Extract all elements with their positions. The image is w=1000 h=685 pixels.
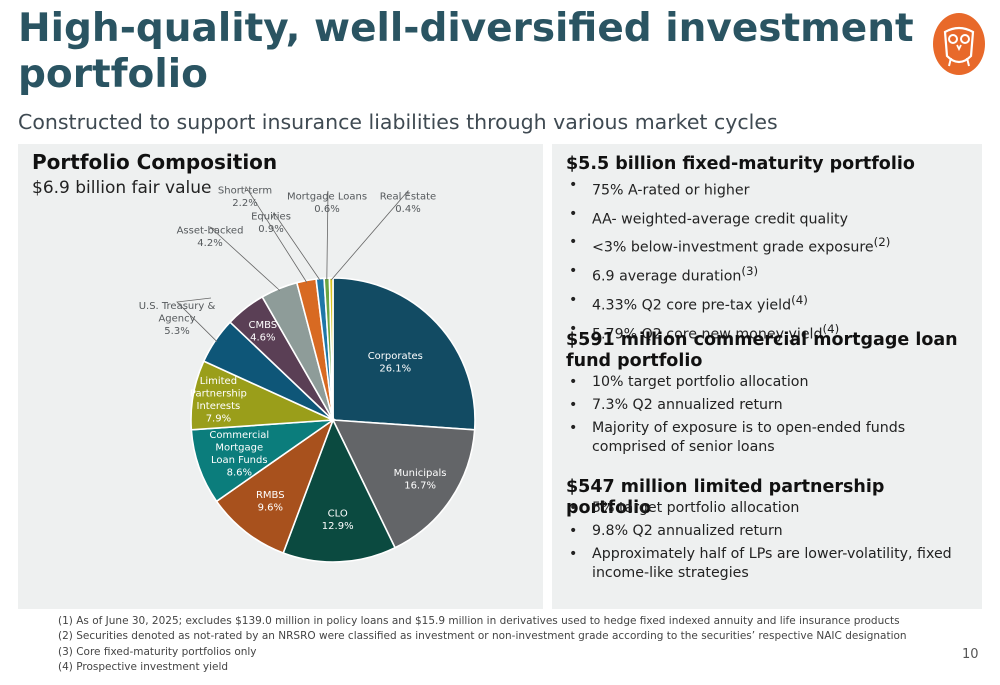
pie-slice-corporates xyxy=(332,277,476,431)
bullet-item: 5% target portfolio allocation xyxy=(566,499,971,518)
footnote-ref: (3) xyxy=(741,264,759,279)
leader-line-u-s-treasury-agency xyxy=(176,297,218,342)
composition-subtitle: $6.9 billion fair value xyxy=(32,178,212,198)
slice-label-asset-backed: Asset-backed 4.2% xyxy=(177,225,244,249)
slice-label-corporates: Corporates 26.1% xyxy=(368,351,423,375)
leader-line-mortgage-loans xyxy=(326,190,329,281)
footnote: (1) As of June 30, 2025; excludes $139.0… xyxy=(58,615,900,627)
pie-slice-municipals xyxy=(331,419,476,549)
fixed-maturity-bullets: 75% A-rated or higher AA- weighted-avera… xyxy=(566,176,971,348)
bullet-item: 75% A-rated or higher xyxy=(566,176,971,201)
leader-line-real-estate xyxy=(330,189,409,281)
slice-label-equities: Equities 0.9% xyxy=(251,211,291,235)
bullet-text: Majority of exposure is to open-ended fu… xyxy=(592,420,906,455)
bullet-item: Majority of exposure is to open-ended fu… xyxy=(566,419,971,457)
bullet-item: <3% below-investment grade exposure(2) xyxy=(566,233,971,258)
slice-label-real-estate: Real Estate 0.4% xyxy=(380,191,436,215)
slice-label-cmbs: CMBS 4.6% xyxy=(248,320,277,344)
commercial-mortgage-heading: $591 million commercial mortgage loan fu… xyxy=(566,330,958,371)
bullet-text: 6.9 average duration xyxy=(592,268,742,285)
slice-label-commercial-mortgage-loan-funds: Commercial Mortgage Loan Funds 8.6% xyxy=(209,430,269,479)
page-number: 10 xyxy=(962,647,979,662)
bullet-text: 5.79% Q2 core new money yield xyxy=(592,326,823,343)
owl-logo-icon xyxy=(933,13,985,75)
slice-label-clo: CLO 12.9% xyxy=(322,509,354,533)
slice-label-municipals: Municipals 16.7% xyxy=(394,468,447,492)
bullet-text: 9.8% Q2 annualized return xyxy=(592,523,783,539)
footnote-ref: (2) xyxy=(873,235,891,250)
leader-line-equities xyxy=(271,212,321,281)
limited-partnership-bullets: 5% target portfolio allocation 9.8% Q2 a… xyxy=(566,499,971,587)
leader-line-asset-backed xyxy=(209,226,281,291)
slice-label-u-s-treasury-agency: U.S. Treasury & Agency 5.3% xyxy=(139,301,216,337)
commercial-mortgage-bullets: 10% target portfolio allocation 7.3% Q2 … xyxy=(566,373,971,461)
bullet-item: 6.9 average duration(3) xyxy=(566,262,971,287)
composition-title: Portfolio Composition xyxy=(32,150,278,174)
footnote: (4) Prospective investment yield xyxy=(58,660,229,673)
page-subtitle: Constructed to support insurance liabili… xyxy=(18,110,778,134)
bullet-item: Approximately half of LPs are lower-vola… xyxy=(566,545,971,583)
bullet-item: 10% target portfolio allocation xyxy=(566,373,971,392)
bullet-item: 9.8% Q2 annualized return xyxy=(566,522,971,541)
slice-label-mortgage-loans: Mortgage Loans 0.6% xyxy=(287,191,367,215)
bullet-text: Approximately half of LPs are lower-vola… xyxy=(592,546,952,581)
bullet-item: 7.3% Q2 annualized return xyxy=(566,396,971,415)
portfolio-pie-chart: Corporates 26.1% Municipals 16.7% CLO 12.9% RM… xyxy=(139,185,476,563)
bullet-text: 7.3% Q2 annualized return xyxy=(592,397,783,413)
bullet-text: 5% target portfolio allocation xyxy=(592,500,800,516)
bullet-item: 5.79% Q2 core new money yield(4) xyxy=(566,320,971,345)
bullet-item: AA- weighted-average credit quality xyxy=(566,205,971,230)
bullet-text: 4.33% Q2 core pre-tax yield xyxy=(592,297,792,314)
bullet-text: 10% target portfolio allocation xyxy=(592,374,809,390)
page-title: High-quality, well-diversified investmen… xyxy=(18,6,914,97)
pie-slice-rmbs xyxy=(215,417,335,555)
slice-label-short-term: Short-term 2.2% xyxy=(218,185,272,209)
bullet-text: AA- weighted-average credit quality xyxy=(592,211,849,228)
bullet-item: 4.33% Q2 core pre-tax yield(4) xyxy=(566,291,971,316)
footnote: (2) Securities denoted as not-rated by a… xyxy=(58,630,907,643)
slice-label-rmbs: RMBS 9.6% xyxy=(256,490,285,514)
footnote-ref: (4) xyxy=(822,321,840,336)
bullet-text: <3% below-investment grade exposure xyxy=(592,240,874,257)
leader-line-short-term xyxy=(244,185,308,283)
slice-label-limited-partnership-interests: Limited Partnership Interests 7.9% xyxy=(190,376,247,425)
footnotes: (1) As of June 30, 2025; excludes $139.0… xyxy=(58,614,907,675)
fixed-maturity-heading: $5.5 billion fixed-maturity portfolio xyxy=(566,154,915,174)
bullet-text: 75% A-rated or higher xyxy=(592,182,750,199)
footnote: (3) Core fixed-maturity portfolios only xyxy=(58,645,257,658)
footnote-ref: (4) xyxy=(791,292,808,307)
pie-slice-clo xyxy=(282,417,397,563)
